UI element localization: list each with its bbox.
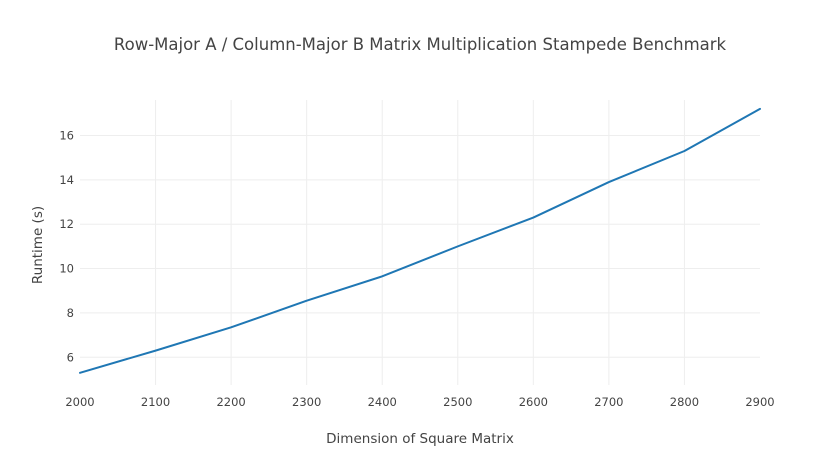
y-tick-label: 12 (59, 217, 74, 231)
x-tick-label: 2700 (594, 395, 623, 409)
y-tick-label: 16 (59, 128, 74, 142)
x-axis-title: Dimension of Square Matrix (326, 431, 514, 447)
y-axis-title: Runtime (s) (30, 206, 46, 284)
x-tick-label: 2300 (292, 395, 321, 409)
x-tick-label: 2000 (65, 395, 94, 409)
x-tick-label: 2800 (670, 395, 699, 409)
y-tick-label: 14 (59, 173, 74, 187)
y-gridlines (80, 134, 760, 358)
series-line (79, 107, 761, 374)
x-tick-label: 2600 (519, 395, 548, 409)
x-tick-label: 2900 (745, 395, 774, 409)
y-tick-label: 6 (67, 350, 74, 364)
x-tick-label: 2400 (368, 395, 397, 409)
x-gridlines (155, 100, 685, 385)
x-tick-label: 2100 (141, 395, 170, 409)
y-tick-labels: 6 8 10 12 14 16 (59, 128, 74, 364)
x-tick-labels: 2000 2100 2200 2300 2400 2500 2600 2700 2800 2900 (65, 395, 774, 409)
x-tick-label: 2500 (443, 395, 472, 409)
x-tick-label: 2200 (216, 395, 245, 409)
series-layer (79, 107, 761, 374)
y-tick-label: 10 (59, 262, 74, 276)
chart-title: Row-Major A / Column-Major B Matrix Mult… (114, 35, 727, 54)
y-tick-label: 8 (67, 306, 74, 320)
